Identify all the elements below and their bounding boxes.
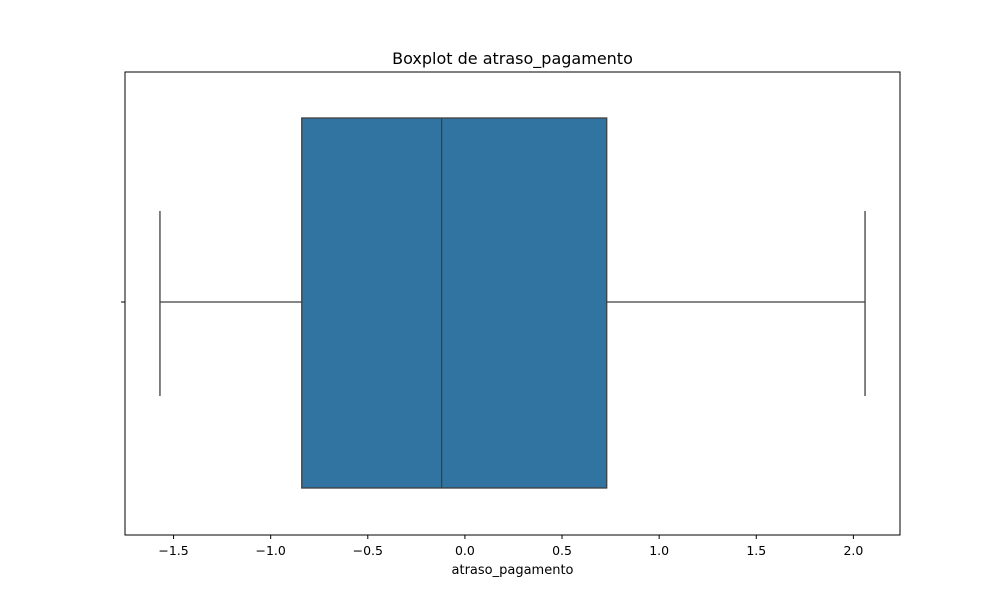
x-tick-label: −1.5	[158, 543, 188, 558]
x-axis-label: atraso_pagamento	[452, 563, 574, 578]
axes-frame	[124, 71, 901, 536]
x-tick-label: 1.5	[746, 543, 766, 558]
x-tick-label: −0.5	[353, 543, 383, 558]
chart-title: Boxplot de atraso_pagamento	[392, 49, 633, 69]
x-tick-label: 0.0	[455, 543, 475, 558]
x-tick-label: 1.0	[649, 543, 669, 558]
x-tick-label: 0.5	[552, 543, 572, 558]
iqr-box	[301, 117, 608, 489]
x-tick-label: 2.0	[843, 543, 863, 558]
x-tick-label: −1.0	[255, 543, 285, 558]
plot-area: −1.5 −1.0 −0.5 0.0 0.5 1.0 1.5 2.0	[121, 71, 901, 558]
